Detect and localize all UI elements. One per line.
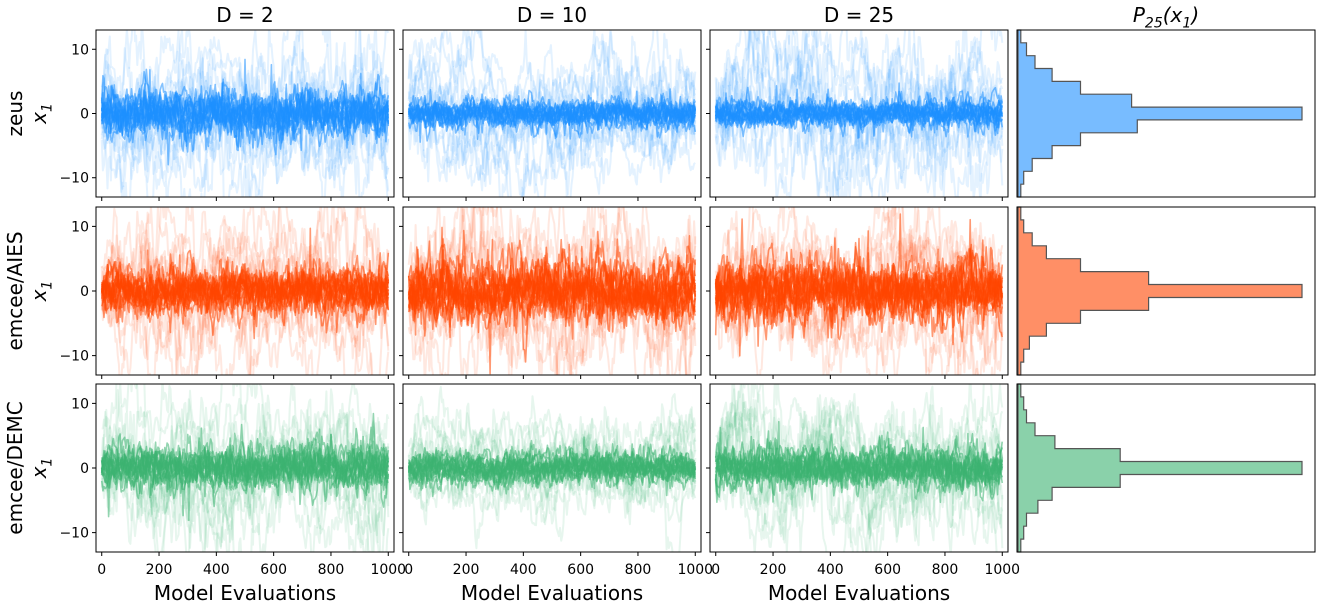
trace-panel bbox=[714, 384, 1004, 552]
walker-trace bbox=[715, 432, 1004, 487]
y-tick-label: 0 bbox=[80, 461, 89, 477]
y-tick-label: 0 bbox=[80, 107, 89, 123]
x-tick-label: 200 bbox=[760, 562, 787, 578]
walker-trace bbox=[714, 220, 1004, 375]
histogram-title: P25(x1) bbox=[1133, 3, 1199, 32]
x-tick-label: 200 bbox=[146, 562, 173, 578]
y-tick-label: −10 bbox=[59, 349, 89, 365]
x-tick-label: 0 bbox=[711, 562, 720, 578]
x-tick-label: 400 bbox=[817, 562, 844, 578]
walker-trace bbox=[408, 98, 696, 127]
walker-trace bbox=[714, 97, 1003, 132]
x-tick-label: 1000 bbox=[370, 562, 406, 578]
x-tick-label: 800 bbox=[625, 562, 652, 578]
walker-trace bbox=[714, 30, 1004, 197]
column-title: D = 25 bbox=[824, 3, 894, 27]
x-tick-label: 200 bbox=[453, 562, 480, 578]
histogram-layer bbox=[1017, 29, 1303, 553]
walker-trace bbox=[100, 207, 390, 375]
axes-layer bbox=[92, 29, 1316, 556]
walker-trace bbox=[407, 243, 697, 340]
y-axis-label: x1 bbox=[27, 103, 56, 125]
walker-trace bbox=[101, 210, 390, 375]
histogram-2 bbox=[1017, 383, 1303, 553]
walker-trace bbox=[714, 30, 1004, 197]
x-axis-label: Model Evaluations bbox=[461, 581, 643, 605]
x-tick-label: 400 bbox=[203, 562, 230, 578]
walker-trace bbox=[408, 453, 696, 497]
x-tick-label: 400 bbox=[510, 562, 537, 578]
hist-frame bbox=[1016, 29, 1316, 198]
x-tick-label: 800 bbox=[932, 562, 959, 578]
walker-trace bbox=[101, 402, 390, 552]
trace-panel bbox=[100, 384, 390, 552]
x-tick-label: 1000 bbox=[677, 562, 713, 578]
histogram-0 bbox=[1017, 29, 1303, 198]
walker-trace bbox=[407, 439, 697, 489]
y-axis-label: x1 bbox=[27, 281, 56, 303]
walker-trace bbox=[407, 207, 697, 375]
trace-layer bbox=[100, 30, 1004, 552]
walker-trace bbox=[714, 36, 1004, 193]
walker-trace bbox=[407, 427, 697, 527]
trace-panel bbox=[100, 30, 390, 197]
walker-trace bbox=[100, 36, 390, 197]
hist-frame bbox=[1016, 206, 1316, 376]
text-layer: 10 0 −10 10 0 −10 10 0 −10 0 200 400 600 800 1000 Model… bbox=[3, 3, 1199, 605]
x-tick-label: 0 bbox=[404, 562, 413, 578]
hist-frame bbox=[1016, 383, 1316, 553]
walker-trace bbox=[714, 30, 1004, 197]
x-tick-label: 0 bbox=[97, 562, 106, 578]
y-tick-label: 10 bbox=[71, 396, 89, 412]
row-label: emcee/DEMC bbox=[3, 401, 27, 534]
walker-trace bbox=[714, 246, 1004, 343]
x-tick-label: 800 bbox=[318, 562, 345, 578]
walker-trace bbox=[407, 408, 697, 512]
walker-trace bbox=[100, 63, 390, 166]
x-tick-label: 600 bbox=[874, 562, 901, 578]
x-axis-label: Model Evaluations bbox=[154, 581, 336, 605]
trace-panel bbox=[714, 30, 1004, 197]
walker-trace bbox=[100, 384, 390, 533]
walker-trace bbox=[100, 207, 390, 375]
histogram-1 bbox=[1017, 206, 1303, 376]
y-tick-label: 0 bbox=[80, 284, 89, 300]
column-title: D = 10 bbox=[517, 3, 587, 27]
y-tick-label: 10 bbox=[71, 219, 89, 235]
walker-trace bbox=[407, 444, 696, 492]
walker-trace bbox=[714, 30, 1004, 197]
column-title: D = 2 bbox=[216, 3, 274, 27]
walker-trace bbox=[407, 31, 697, 197]
trace-panel bbox=[100, 207, 390, 375]
trace-panel bbox=[407, 385, 697, 552]
walker-trace bbox=[715, 452, 1004, 489]
walker-trace bbox=[100, 69, 390, 137]
walker-trace bbox=[100, 412, 390, 508]
walker-trace bbox=[714, 30, 1004, 197]
trace-panel bbox=[407, 207, 697, 375]
y-tick-label: −10 bbox=[59, 171, 89, 187]
y-tick-label: −10 bbox=[59, 526, 89, 542]
trace-panel bbox=[407, 30, 697, 197]
x-tick-label: 600 bbox=[567, 562, 594, 578]
y-axis-label: x1 bbox=[27, 458, 56, 480]
walker-trace bbox=[101, 258, 390, 316]
row-label: zeus bbox=[3, 91, 27, 137]
x-tick-label: 1000 bbox=[984, 562, 1020, 578]
trace-panel bbox=[714, 207, 1004, 375]
walker-trace bbox=[100, 263, 390, 314]
y-tick-label: 10 bbox=[71, 42, 89, 58]
x-axis-label: Model Evaluations bbox=[768, 581, 950, 605]
walker-trace bbox=[714, 30, 1004, 189]
walker-trace bbox=[100, 84, 390, 142]
row-label: emcee/AIES bbox=[3, 231, 27, 350]
walker-trace bbox=[714, 82, 1004, 137]
x-tick-label: 600 bbox=[260, 562, 287, 578]
